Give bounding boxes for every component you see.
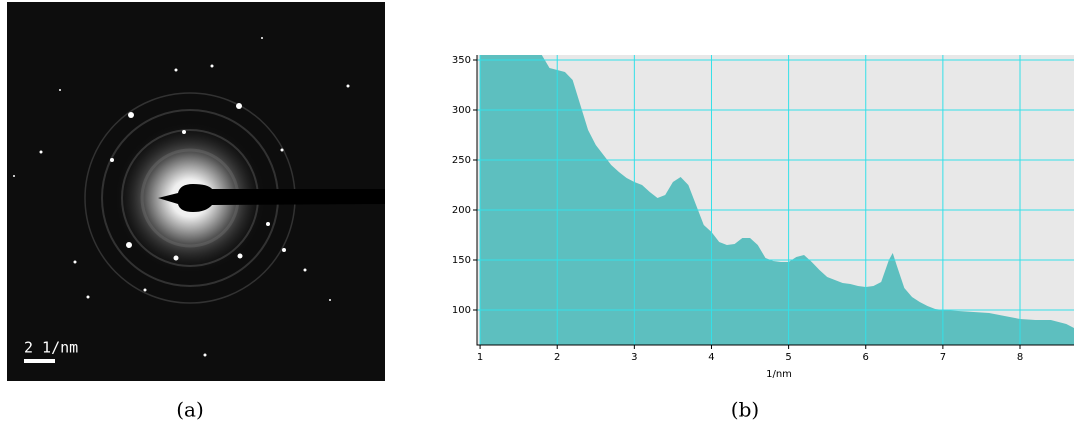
y-tick-label: 250 [452, 155, 471, 166]
x-tick-label: 2 [554, 352, 560, 363]
profile-chart: 1 2 3 4 5 6 7 8 100 150 200 250 300 350 [452, 55, 1074, 363]
y-tick-label: 150 [452, 255, 471, 266]
panel-caption: (b) [731, 398, 759, 422]
x-tick-label: 6 [863, 352, 869, 363]
scale-bar-label: 2 1/nm [24, 339, 78, 357]
x-tick-label: 1 [477, 352, 483, 363]
x-tick-label: 3 [631, 352, 637, 363]
x-tick-label: 4 [708, 352, 714, 363]
x-tick-label: 5 [785, 352, 791, 363]
y-tick-label: 100 [452, 305, 471, 316]
panel-caption: (a) [176, 398, 204, 422]
x-axis-label: 1/nm [766, 369, 792, 380]
diffraction-image: 2 1/nm [7, 2, 385, 381]
x-tick-label: 8 [1017, 352, 1023, 363]
area [480, 55, 1074, 345]
axes [476, 55, 1074, 346]
y-tick-label: 300 [452, 105, 471, 116]
y-tick-label: 350 [452, 55, 471, 66]
x-tick-label: 7 [940, 352, 946, 363]
y-tick-label: 200 [452, 205, 471, 216]
